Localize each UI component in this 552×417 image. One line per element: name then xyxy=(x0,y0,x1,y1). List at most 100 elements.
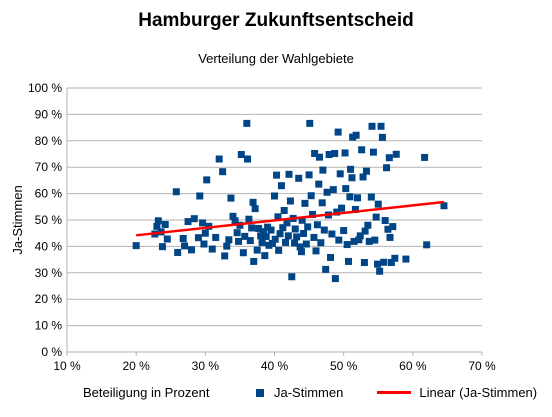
data-point xyxy=(374,260,382,268)
data-point xyxy=(253,246,261,254)
data-point xyxy=(421,153,429,161)
data-point xyxy=(315,153,323,161)
data-point xyxy=(194,234,202,242)
data-point xyxy=(273,171,281,179)
data-point xyxy=(275,246,283,254)
x-tick-labels: 10 % 20 % 30 % 40 % 50 % 60 % 70 % xyxy=(53,359,496,373)
data-point xyxy=(360,259,368,267)
data-point xyxy=(231,217,239,225)
data-point xyxy=(259,228,267,236)
data-point xyxy=(361,227,369,235)
y-tick-label: 30 % xyxy=(35,266,63,280)
data-point xyxy=(371,236,379,244)
data-point xyxy=(276,230,284,238)
data-point xyxy=(190,215,198,223)
data-point xyxy=(372,213,380,221)
data-point xyxy=(188,246,195,254)
data-point xyxy=(365,237,373,245)
data-point xyxy=(323,188,331,196)
data-point xyxy=(304,223,312,231)
data-point xyxy=(327,253,335,261)
y-tick-label: 50 % xyxy=(35,213,63,227)
data-point xyxy=(383,164,391,172)
data-point xyxy=(348,174,356,182)
data-point xyxy=(246,237,254,245)
data-point xyxy=(261,252,269,260)
data-point xyxy=(343,241,351,249)
legend-marker-ja-stimmen xyxy=(256,388,264,397)
legend-label-linear: Linear (Ja-Stimmen) xyxy=(419,385,538,400)
data-point xyxy=(440,202,448,210)
data-point xyxy=(255,224,263,232)
data-point xyxy=(237,151,245,159)
data-point xyxy=(346,193,354,201)
data-point xyxy=(225,236,233,244)
axes xyxy=(66,88,483,356)
data-point xyxy=(380,258,388,266)
data-point xyxy=(298,216,306,224)
data-point xyxy=(334,128,342,136)
y-tick-label: 10 % xyxy=(35,319,63,333)
data-point xyxy=(235,237,243,245)
data-point xyxy=(221,252,229,260)
data-point xyxy=(359,173,367,181)
data-point xyxy=(267,226,275,234)
data-point xyxy=(328,230,336,238)
data-point xyxy=(309,210,317,218)
data-point xyxy=(223,242,231,250)
data-point xyxy=(377,122,385,130)
data-point xyxy=(389,223,397,231)
data-point xyxy=(325,151,333,159)
data-point xyxy=(280,206,288,214)
data-point xyxy=(302,240,310,248)
data-point xyxy=(364,221,372,229)
y-tick-label: 0 % xyxy=(41,345,62,359)
data-point xyxy=(320,226,328,234)
data-point xyxy=(402,255,410,263)
y-tick-label: 90 % xyxy=(35,107,63,121)
x-tick-label: 20 % xyxy=(122,359,150,373)
x-tick-label: 10 % xyxy=(53,359,81,373)
grid-lines xyxy=(67,87,482,353)
legend-label-ja-stimmen: Ja-Stimmen xyxy=(274,385,344,400)
x-tick-label: 50 % xyxy=(330,359,358,373)
y-tick-labels: 0 % 10 % 20 % 30 % 40 % 50 % 60 % 70 % 80 % 90 % 1… xyxy=(28,81,62,359)
x-tick-label: 30 % xyxy=(192,359,220,373)
data-point xyxy=(369,148,377,156)
data-point xyxy=(310,233,318,241)
data-point xyxy=(311,149,319,157)
data-point xyxy=(286,197,294,205)
data-point xyxy=(345,257,353,265)
data-point xyxy=(335,236,343,244)
data-point xyxy=(351,205,359,213)
data-point xyxy=(354,194,361,202)
x-tick-label: 60 % xyxy=(399,359,427,373)
data-point xyxy=(174,248,182,256)
data-point xyxy=(245,215,253,223)
data-point xyxy=(271,235,279,243)
data-point xyxy=(333,208,341,216)
data-point xyxy=(196,192,204,200)
data-point xyxy=(352,131,360,139)
data-point xyxy=(249,198,257,206)
data-point xyxy=(212,233,220,241)
x-tick-label: 70 % xyxy=(468,359,496,373)
data-point xyxy=(172,188,180,196)
data-point xyxy=(200,240,208,248)
data-point xyxy=(199,219,207,227)
data-point xyxy=(258,238,266,246)
data-point xyxy=(271,192,278,200)
data-point xyxy=(331,149,339,157)
data-point xyxy=(392,150,400,158)
data-points xyxy=(132,119,448,283)
data-point xyxy=(367,193,375,201)
data-point xyxy=(423,241,431,249)
data-point xyxy=(203,176,211,184)
data-point xyxy=(239,249,247,257)
data-point xyxy=(296,243,304,251)
data-point xyxy=(132,242,140,250)
data-point xyxy=(227,194,235,202)
data-point xyxy=(331,275,339,283)
data-point xyxy=(374,200,382,208)
